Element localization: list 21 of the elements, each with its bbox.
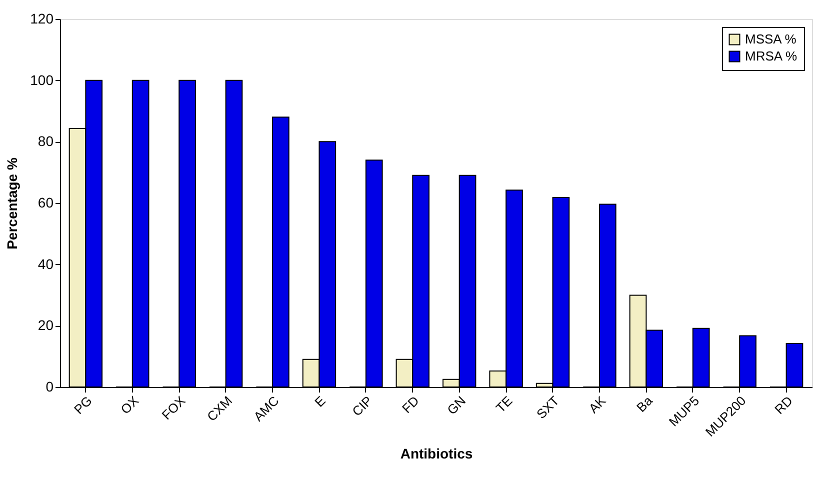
x-tick-label: RD bbox=[772, 393, 796, 417]
y-tick-label: 20 bbox=[38, 317, 54, 334]
x-tick-label: FD bbox=[398, 393, 422, 416]
legend-label: MRSA % bbox=[745, 48, 798, 64]
x-tick-label: TE bbox=[492, 392, 516, 416]
x-tick-label: E bbox=[312, 392, 329, 410]
y-tick-label: 60 bbox=[38, 194, 54, 210]
y-tick-label: 80 bbox=[38, 133, 54, 150]
y-tick-label: 120 bbox=[30, 10, 54, 26]
x-tick-label: OX bbox=[118, 392, 142, 417]
x-tick-label: PG bbox=[70, 393, 95, 417]
x-tick-label: Ba bbox=[634, 392, 656, 415]
x-axis-title: Antibiotics bbox=[400, 445, 473, 462]
y-tick-label: 40 bbox=[38, 256, 54, 272]
x-tick-label: GN bbox=[444, 393, 469, 418]
x-tick-label: CIP bbox=[349, 393, 376, 420]
legend-label: MSSA % bbox=[745, 32, 797, 46]
y-axis-title: Percentage % bbox=[4, 157, 20, 250]
y-tick-label: 0 bbox=[46, 378, 54, 394]
y-tick-label: 100 bbox=[30, 72, 54, 88]
x-tick-label: AK bbox=[586, 392, 609, 416]
